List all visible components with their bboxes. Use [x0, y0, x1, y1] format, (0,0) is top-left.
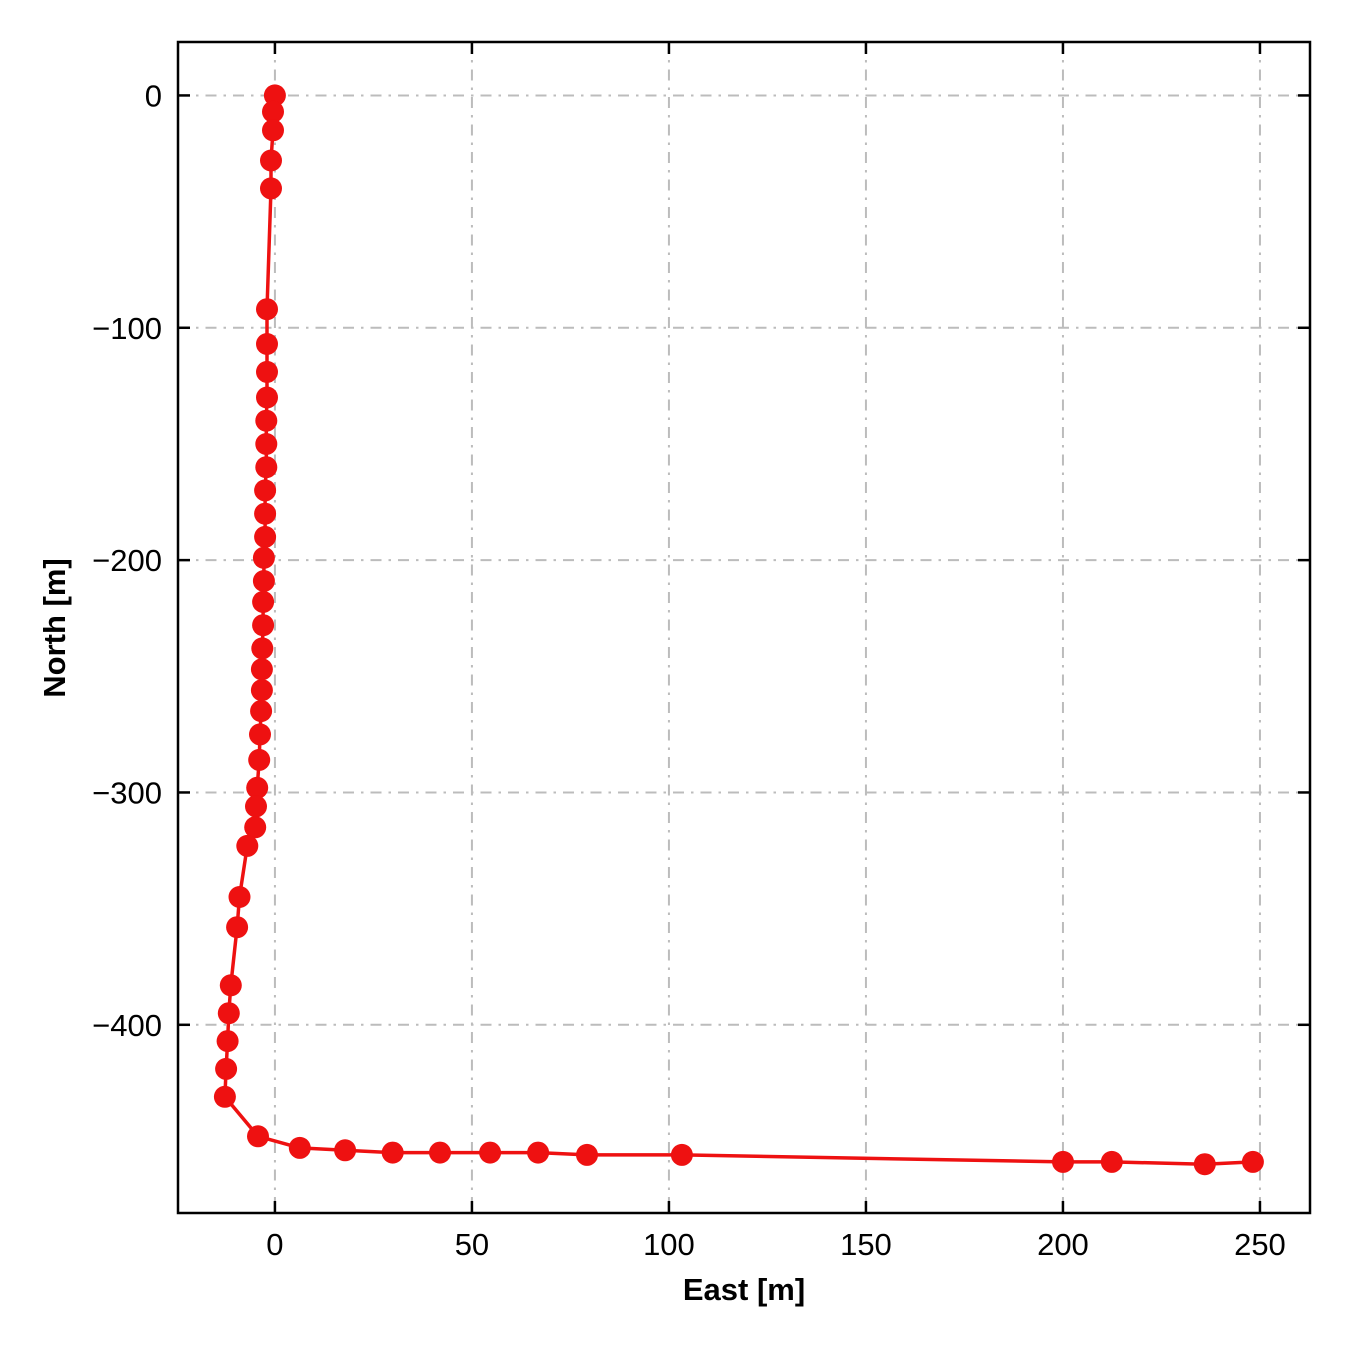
y-tick-label: 0 [145, 78, 162, 113]
trajectory-point [252, 570, 275, 592]
trajectory-point [479, 1141, 502, 1164]
trajectory-point [219, 974, 242, 997]
trajectory-point [256, 386, 278, 409]
x-tick-label: 250 [1234, 1227, 1286, 1262]
trajectory-point [576, 1143, 598, 1166]
trajectory-point [255, 409, 278, 432]
trajectory-point [215, 1057, 238, 1080]
trajectory-point [252, 546, 275, 569]
trajectory-point [288, 1136, 311, 1159]
trajectory-point [251, 637, 274, 660]
trajectory-point [254, 525, 277, 548]
trajectory-point [228, 886, 251, 908]
trajectory-point [262, 119, 284, 142]
trajectory-point [255, 433, 278, 455]
x-tick-label: 50 [455, 1227, 489, 1262]
trajectory-point [260, 177, 282, 200]
trajectory-point [334, 1139, 357, 1162]
trajectory-point [670, 1143, 693, 1166]
trajectory-point [252, 614, 275, 637]
trajectory-point [245, 795, 267, 818]
trajectory-point [248, 748, 271, 771]
trajectory-point [263, 84, 286, 107]
plot-border [176, 40, 1312, 1215]
trajectory-point [527, 1141, 550, 1164]
trajectory-point [1052, 1150, 1074, 1173]
trajectory-point [256, 360, 278, 383]
trajectory-point [256, 298, 278, 321]
trajectory-point [244, 816, 267, 839]
trajectory-point [246, 776, 269, 799]
trajectory-point [1241, 1150, 1264, 1173]
y-tick-label: −200 [92, 543, 162, 578]
trajectory-point [217, 1002, 240, 1025]
x-tick-label: 200 [1037, 1227, 1089, 1262]
x-tick-label: 100 [643, 1227, 695, 1262]
trajectory-point [226, 916, 249, 939]
trajectory-point [256, 333, 278, 355]
trajectory-point [381, 1141, 404, 1164]
trajectory-line [223, 93, 1255, 1166]
trajectory-point [247, 1125, 269, 1148]
trajectory-point [255, 456, 278, 479]
trajectory-point [213, 1085, 236, 1108]
y-tick-label: −400 [92, 1008, 162, 1043]
y-tick-label: −100 [92, 311, 162, 346]
x-tick-label: 150 [840, 1227, 892, 1262]
y-axis-label: North [m] [37, 558, 72, 698]
trajectory-point [252, 590, 275, 613]
trajectory-point [260, 149, 282, 172]
trajectory-point [216, 1030, 239, 1053]
trajectory-point [236, 834, 259, 857]
trajectory-point [429, 1141, 451, 1164]
y-tick-label: −300 [92, 775, 162, 810]
trajectory-point [1100, 1150, 1123, 1173]
trajectory-point [254, 502, 277, 525]
trajectory-point [250, 679, 273, 702]
trajectory-point [262, 100, 284, 123]
trajectory-point [1193, 1153, 1216, 1176]
x-tick-label: 0 [266, 1227, 283, 1262]
x-axis-label: East [m] [682, 1272, 806, 1307]
trajectory-point [254, 479, 277, 502]
trajectory-point [250, 700, 273, 723]
trajectory-point [250, 658, 273, 681]
trajectory-point [249, 723, 271, 746]
